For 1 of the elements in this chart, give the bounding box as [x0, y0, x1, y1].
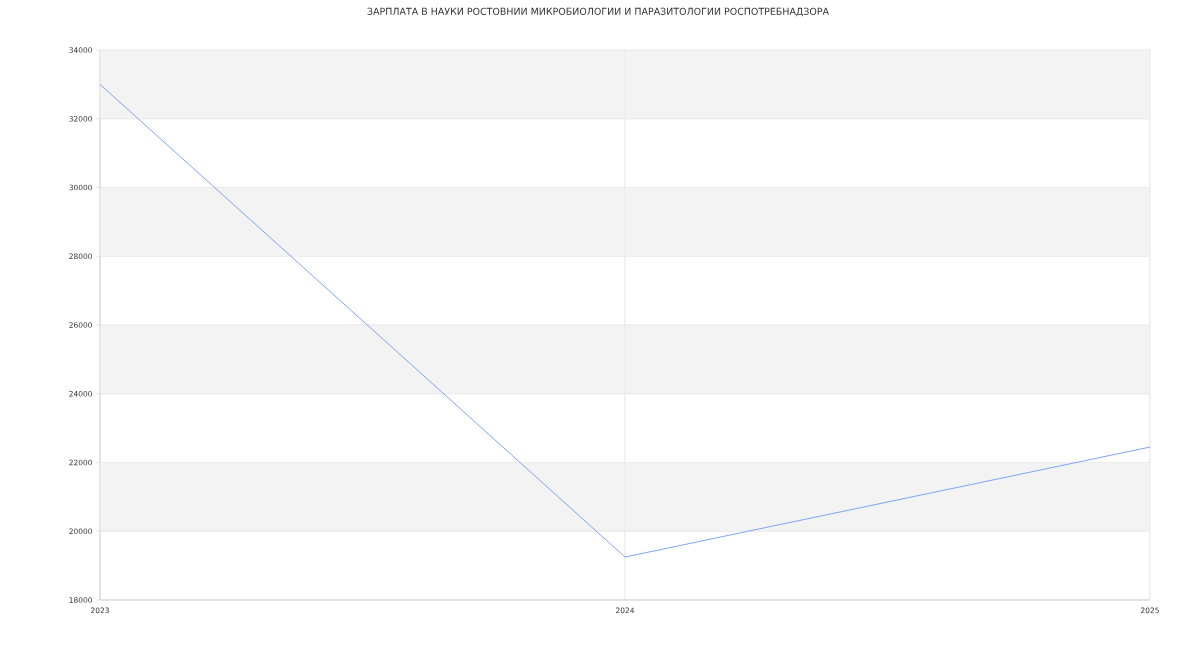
chart-title: ЗАРПЛАТА В НАУКИ РОСТОВНИИ МИКРОБИОЛОГИИ И ПАРАЗИТОЛОГИИ РОСПОТРЕБНАДЗОРА — [367, 7, 829, 17]
